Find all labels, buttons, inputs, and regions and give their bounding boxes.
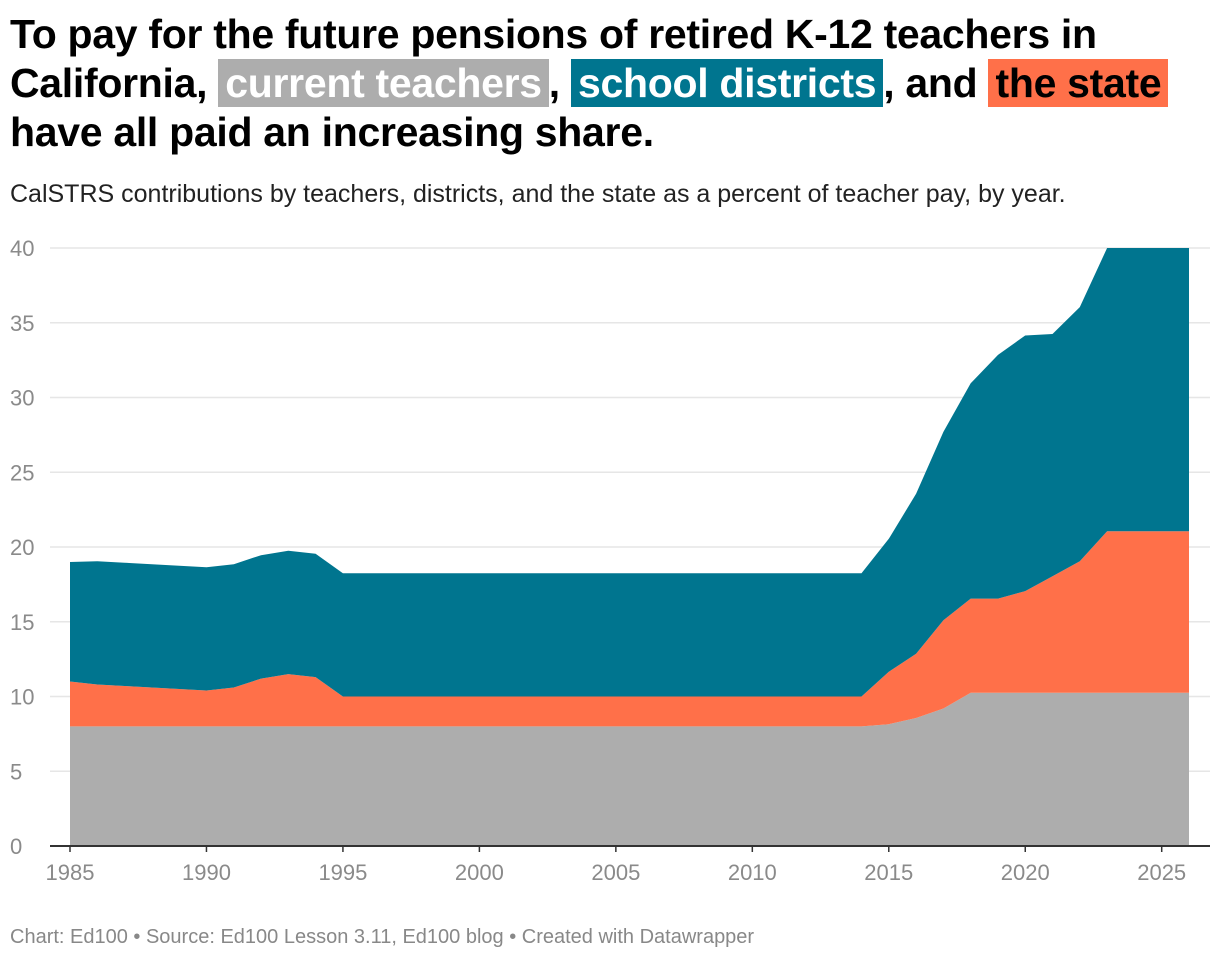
y-tick-label-15: 15 — [10, 610, 34, 635]
x-tick-label-1990: 1990 — [182, 860, 231, 885]
y-tick-label-0: 0 — [10, 834, 22, 859]
x-tick-label-2000: 2000 — [455, 860, 504, 885]
area-districts — [70, 248, 1189, 697]
x-tick-label-2005: 2005 — [591, 860, 640, 885]
chart-footer: Chart: Ed100 • Source: Ed100 Lesson 3.11… — [10, 926, 755, 948]
title-sep1: , — [548, 60, 560, 106]
x-tick-label-1985: 1985 — [46, 860, 95, 885]
x-tick-label-2015: 2015 — [864, 860, 913, 885]
area-teachers — [70, 692, 1189, 846]
x-tick-label-1995: 1995 — [318, 860, 367, 885]
area-state — [70, 531, 1189, 727]
highlight-school-districts: school districts — [570, 59, 884, 107]
chart-title: To pay for the future pensions of retire… — [10, 10, 1210, 157]
chart-subtitle: CalSTRS contributions by teachers, distr… — [10, 180, 1066, 208]
y-tick-label-20: 20 — [10, 535, 34, 560]
highlight-the-state: the state — [988, 59, 1169, 107]
y-tick-label-5: 5 — [10, 759, 22, 784]
title-part1: To pay for the future pensions of retire… — [10, 11, 1097, 106]
y-tick-label-10: 10 — [10, 685, 34, 710]
x-tick-label-2010: 2010 — [728, 860, 777, 885]
y-tick-label-30: 30 — [10, 386, 34, 411]
title-sep2: , and — [883, 60, 978, 106]
y-tick-label-35: 35 — [10, 311, 34, 336]
y-tick-label-40: 40 — [10, 236, 34, 261]
x-tick-label-2020: 2020 — [1001, 860, 1050, 885]
title-part2: have all paid an increasing share. — [10, 109, 654, 155]
x-tick-label-2025: 2025 — [1137, 860, 1186, 885]
highlight-current-teachers: current teachers — [218, 59, 549, 107]
y-tick-label-25: 25 — [10, 460, 34, 485]
